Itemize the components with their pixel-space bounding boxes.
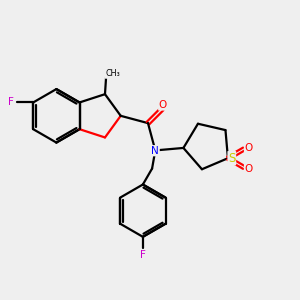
- Text: S: S: [228, 152, 236, 165]
- Text: O: O: [159, 100, 167, 110]
- Text: CH₃: CH₃: [105, 69, 120, 78]
- Text: N: N: [152, 146, 159, 156]
- Text: F: F: [140, 250, 146, 260]
- Text: F: F: [8, 98, 14, 107]
- Text: O: O: [244, 164, 253, 174]
- Text: O: O: [244, 142, 253, 152]
